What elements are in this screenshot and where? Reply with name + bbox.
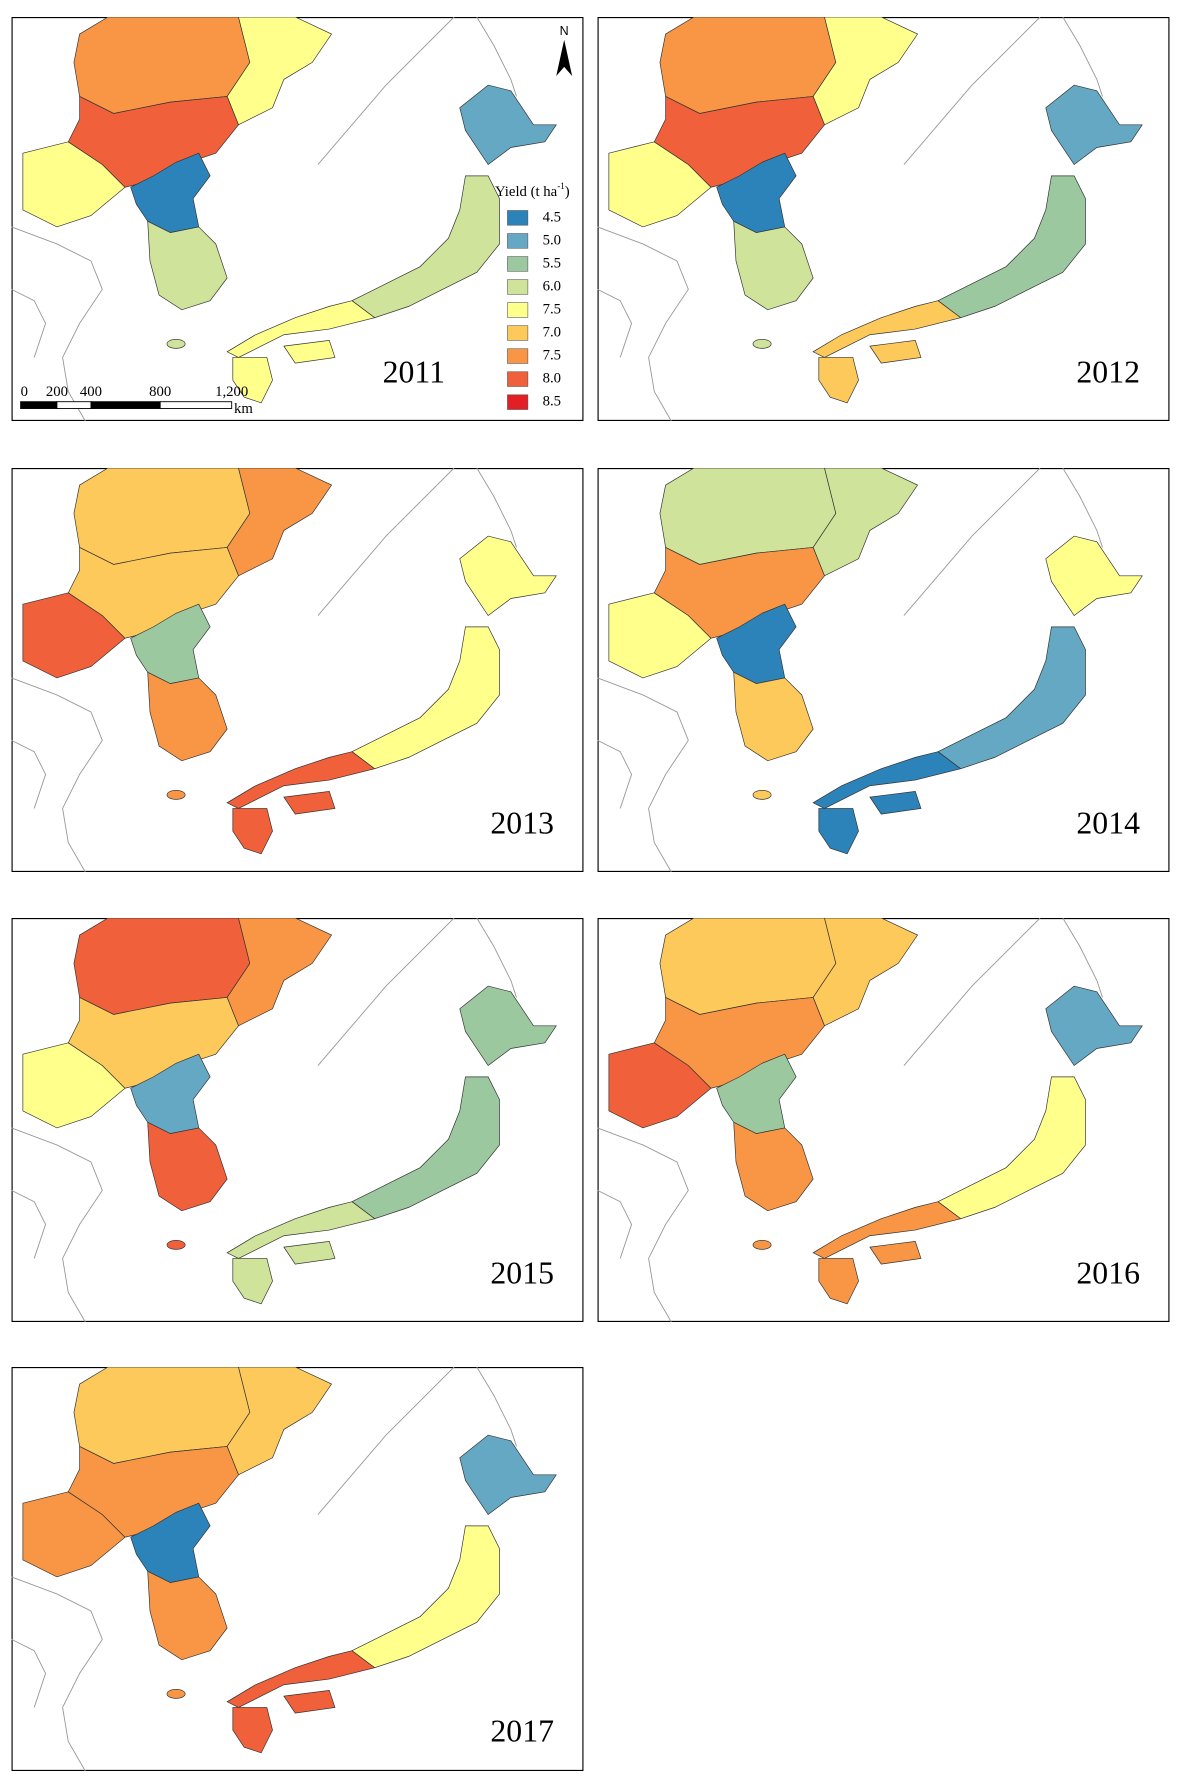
legend-title-text: Yield (t ha [495, 184, 558, 200]
legend-swatch [507, 279, 529, 295]
scale-segment [90, 401, 161, 409]
legend-swatch [507, 394, 529, 410]
legend-swatch [507, 348, 529, 364]
year-label: 2014 [1076, 805, 1140, 840]
map-panel: 2015 [11, 918, 584, 1322]
legend-swatch [507, 371, 529, 387]
legend-label: 5.5 [543, 255, 561, 271]
legend-label: 7.0 [543, 324, 561, 340]
map-panel: 2014 [597, 468, 1170, 872]
scale-label: 200 [46, 384, 68, 400]
legend-label: 7.5 [543, 301, 561, 317]
scale-label: 800 [149, 384, 171, 400]
north-arrow [556, 39, 573, 77]
legend-swatch [507, 325, 529, 341]
legend-label: 4.5 [543, 209, 561, 225]
legend-title-close: ) [565, 184, 570, 200]
scale-segment [56, 401, 92, 409]
north-label: N [560, 24, 569, 38]
map-panel: 2016 [597, 918, 1170, 1322]
year-label: 2016 [1076, 1255, 1140, 1290]
scale-label: 400 [80, 384, 102, 400]
year-label: 2013 [490, 805, 554, 840]
legend-swatch [507, 210, 529, 226]
legend-title: Yield (t ha-1) [495, 181, 570, 200]
scale-label: 0 [21, 384, 28, 400]
scale-segment [20, 401, 58, 409]
legend-label: 5.0 [543, 232, 561, 248]
legend-swatch [507, 256, 529, 272]
legend-label: 8.5 [543, 394, 561, 410]
legend-label: 6.0 [543, 278, 561, 294]
legend-label: 8.0 [543, 371, 561, 387]
legend-swatch [507, 233, 529, 249]
year-label: 2015 [490, 1255, 554, 1290]
year-label: 2011 [383, 354, 445, 389]
map-panel: 2013 [11, 468, 584, 872]
scale-unit: km [234, 401, 253, 417]
scale-label: 1,200 [215, 384, 248, 400]
legend-label: 7.5 [543, 347, 561, 363]
map-panel: 2017 [11, 1367, 584, 1771]
legend-title-sup: -1 [557, 181, 565, 191]
legend-swatch [507, 302, 529, 318]
year-label: 2012 [1076, 354, 1140, 389]
map-panel: 2012 [597, 17, 1170, 421]
scale-segment [159, 401, 233, 409]
year-label: 2017 [490, 1713, 554, 1748]
